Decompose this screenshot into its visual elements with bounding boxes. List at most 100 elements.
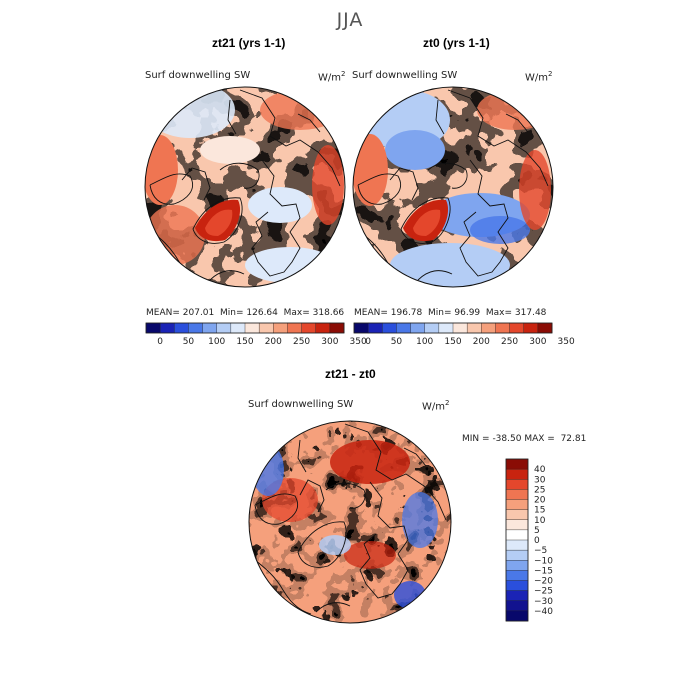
colorbar-3-tick-label: 10 [534, 516, 546, 526]
colorbar-2-swatch [466, 322, 482, 334]
panel-3-units-label: W/m2 [422, 399, 450, 413]
panel-3-variable-label: Surf downwelling SW [248, 399, 354, 410]
colorbar-2-tick-label: 0 [365, 337, 371, 347]
colorbar-1-swatch [287, 322, 303, 334]
panel-2-units-label: W/m2 [525, 70, 553, 84]
colorbar-3-tick-label: 5 [534, 526, 540, 536]
colorbar-1-tick-label: 150 [236, 337, 253, 347]
colorbar-2-frame [353, 322, 553, 334]
colorbar-1-tick-label: 100 [208, 337, 225, 347]
colorbar-1-swatch [230, 322, 246, 334]
colorbar-1-swatch [273, 322, 288, 334]
colorbar-2-swatch [509, 322, 525, 334]
colorbar-2-swatch [396, 322, 412, 334]
colorbar-3-frame [505, 458, 529, 622]
colorbar-3-tick-label: 40 [534, 465, 546, 475]
colorbar-3-tick-label: −15 [534, 566, 553, 576]
colorbar-2-tick-label: 200 [473, 337, 490, 347]
colorbar-1-tick-label: 300 [321, 337, 338, 347]
colorbar-1-swatch [244, 322, 260, 334]
colorbar-2-swatch [410, 322, 426, 334]
colorbar-3-swatch [505, 519, 529, 531]
map-2-border [352, 86, 554, 288]
colorbar-2-tick-label: 300 [529, 337, 546, 347]
colorbar-3-swatch [505, 600, 529, 612]
colorbar-3-tick-label: −40 [534, 607, 553, 617]
colorbar-2-swatch [438, 322, 454, 334]
colorbar-3-tick-label: −30 [534, 597, 553, 607]
map-2 [353, 87, 553, 287]
colorbar-2-swatch [537, 322, 553, 334]
colorbar-3-swatch [505, 468, 529, 480]
panel-3-stats: MIN = -38.50 MAX = 72.81 [462, 434, 587, 444]
colorbar-3-swatch [505, 590, 529, 602]
colorbar-3-tick-label: 0 [534, 536, 540, 546]
colorbar-1-swatch [329, 322, 345, 334]
colorbar-1-tick-label: 250 [293, 337, 310, 347]
colorbar-2-tick-label: 250 [501, 337, 518, 347]
colorbar-1-tick-label: 200 [265, 337, 282, 347]
colorbar-3-swatch [505, 458, 529, 470]
colorbar-1-swatch [258, 322, 274, 334]
colorbar-2-tick-label: 350 [558, 337, 575, 347]
colorbar-1-tick-label: 350 [350, 337, 367, 347]
panel-1-stats: MEAN= 207.01 Min= 126.64 Max= 318.66 [146, 308, 345, 318]
colorbar-2-swatch [523, 322, 539, 334]
colorbar-3-tick-label: 30 [534, 475, 546, 485]
panel-2-title: zt0 (yrs 1-1) [423, 36, 490, 50]
colorbar-2-tick-label: 100 [416, 337, 433, 347]
colorbar-1-swatch [174, 322, 189, 334]
colorbar-1-tick-label: 50 [183, 337, 195, 347]
map-3-border [248, 420, 452, 624]
colorbar-3-swatch [505, 539, 529, 551]
colorbar-2-swatch [382, 322, 397, 334]
map-3 [249, 421, 451, 623]
colorbar-3-swatch [505, 479, 529, 490]
colorbar-2-swatch [481, 322, 496, 334]
colorbar-3-swatch [505, 509, 529, 521]
colorbar-2-swatch [424, 322, 440, 334]
panel-1-variable-label: Surf downwelling SW [145, 70, 251, 81]
colorbar-3-tick-label: −5 [534, 546, 547, 556]
colorbar-3-tick-label: 25 [534, 485, 545, 495]
colorbar-1-swatch [216, 322, 232, 334]
colorbar-1-swatch [159, 322, 175, 334]
colorbar-3-swatch [505, 549, 529, 561]
colorbar-2-swatch [353, 322, 369, 334]
colorbar-1-swatch [188, 322, 204, 334]
figure-title: JJA [336, 9, 364, 31]
colorbar-1-swatch [301, 322, 317, 334]
colorbar-3-tick-label: −10 [534, 556, 553, 566]
panel-1-units-label: W/m2 [318, 70, 346, 84]
colorbar-3-tick-label: −20 [534, 577, 553, 587]
panel-2-variable-label: Surf downwelling SW [352, 70, 458, 81]
colorbar-3-swatch [505, 580, 529, 592]
colorbar-2-tick-label: 150 [444, 337, 461, 347]
colorbar-3-swatch [505, 560, 529, 571]
map-1 [145, 87, 345, 287]
colorbar-3-tick-label: −25 [534, 587, 553, 597]
colorbar-2-tick-label: 50 [391, 337, 403, 347]
map-1-border [144, 86, 346, 288]
colorbar-1-frame [145, 322, 345, 334]
colorbar-3-tick-label: 15 [534, 506, 545, 516]
colorbar-1-swatch [202, 322, 218, 334]
colorbar-1-tick-label: 0 [157, 337, 163, 347]
colorbar-3-tick-label: 20 [534, 496, 546, 506]
colorbar-2-swatch [367, 322, 383, 334]
colorbar-1-swatch [145, 322, 161, 334]
colorbar-2-swatch [452, 322, 468, 334]
colorbar-3-swatch [505, 499, 529, 511]
colorbar-2: 0 50 100 150 200 250 300 350 [353, 322, 575, 347]
colorbar-2-swatch [495, 322, 511, 334]
colorbar-3-swatch [505, 570, 529, 582]
colorbar-1-swatch [315, 322, 331, 334]
panel-3-title: zt21 - zt0 [325, 367, 376, 381]
colorbar-3-swatch [505, 610, 529, 622]
colorbar-3-swatch [505, 489, 529, 501]
colorbar-1: 0 50 100 150 200 250 300 350 [145, 322, 367, 347]
colorbar-3-swatch [505, 529, 529, 541]
